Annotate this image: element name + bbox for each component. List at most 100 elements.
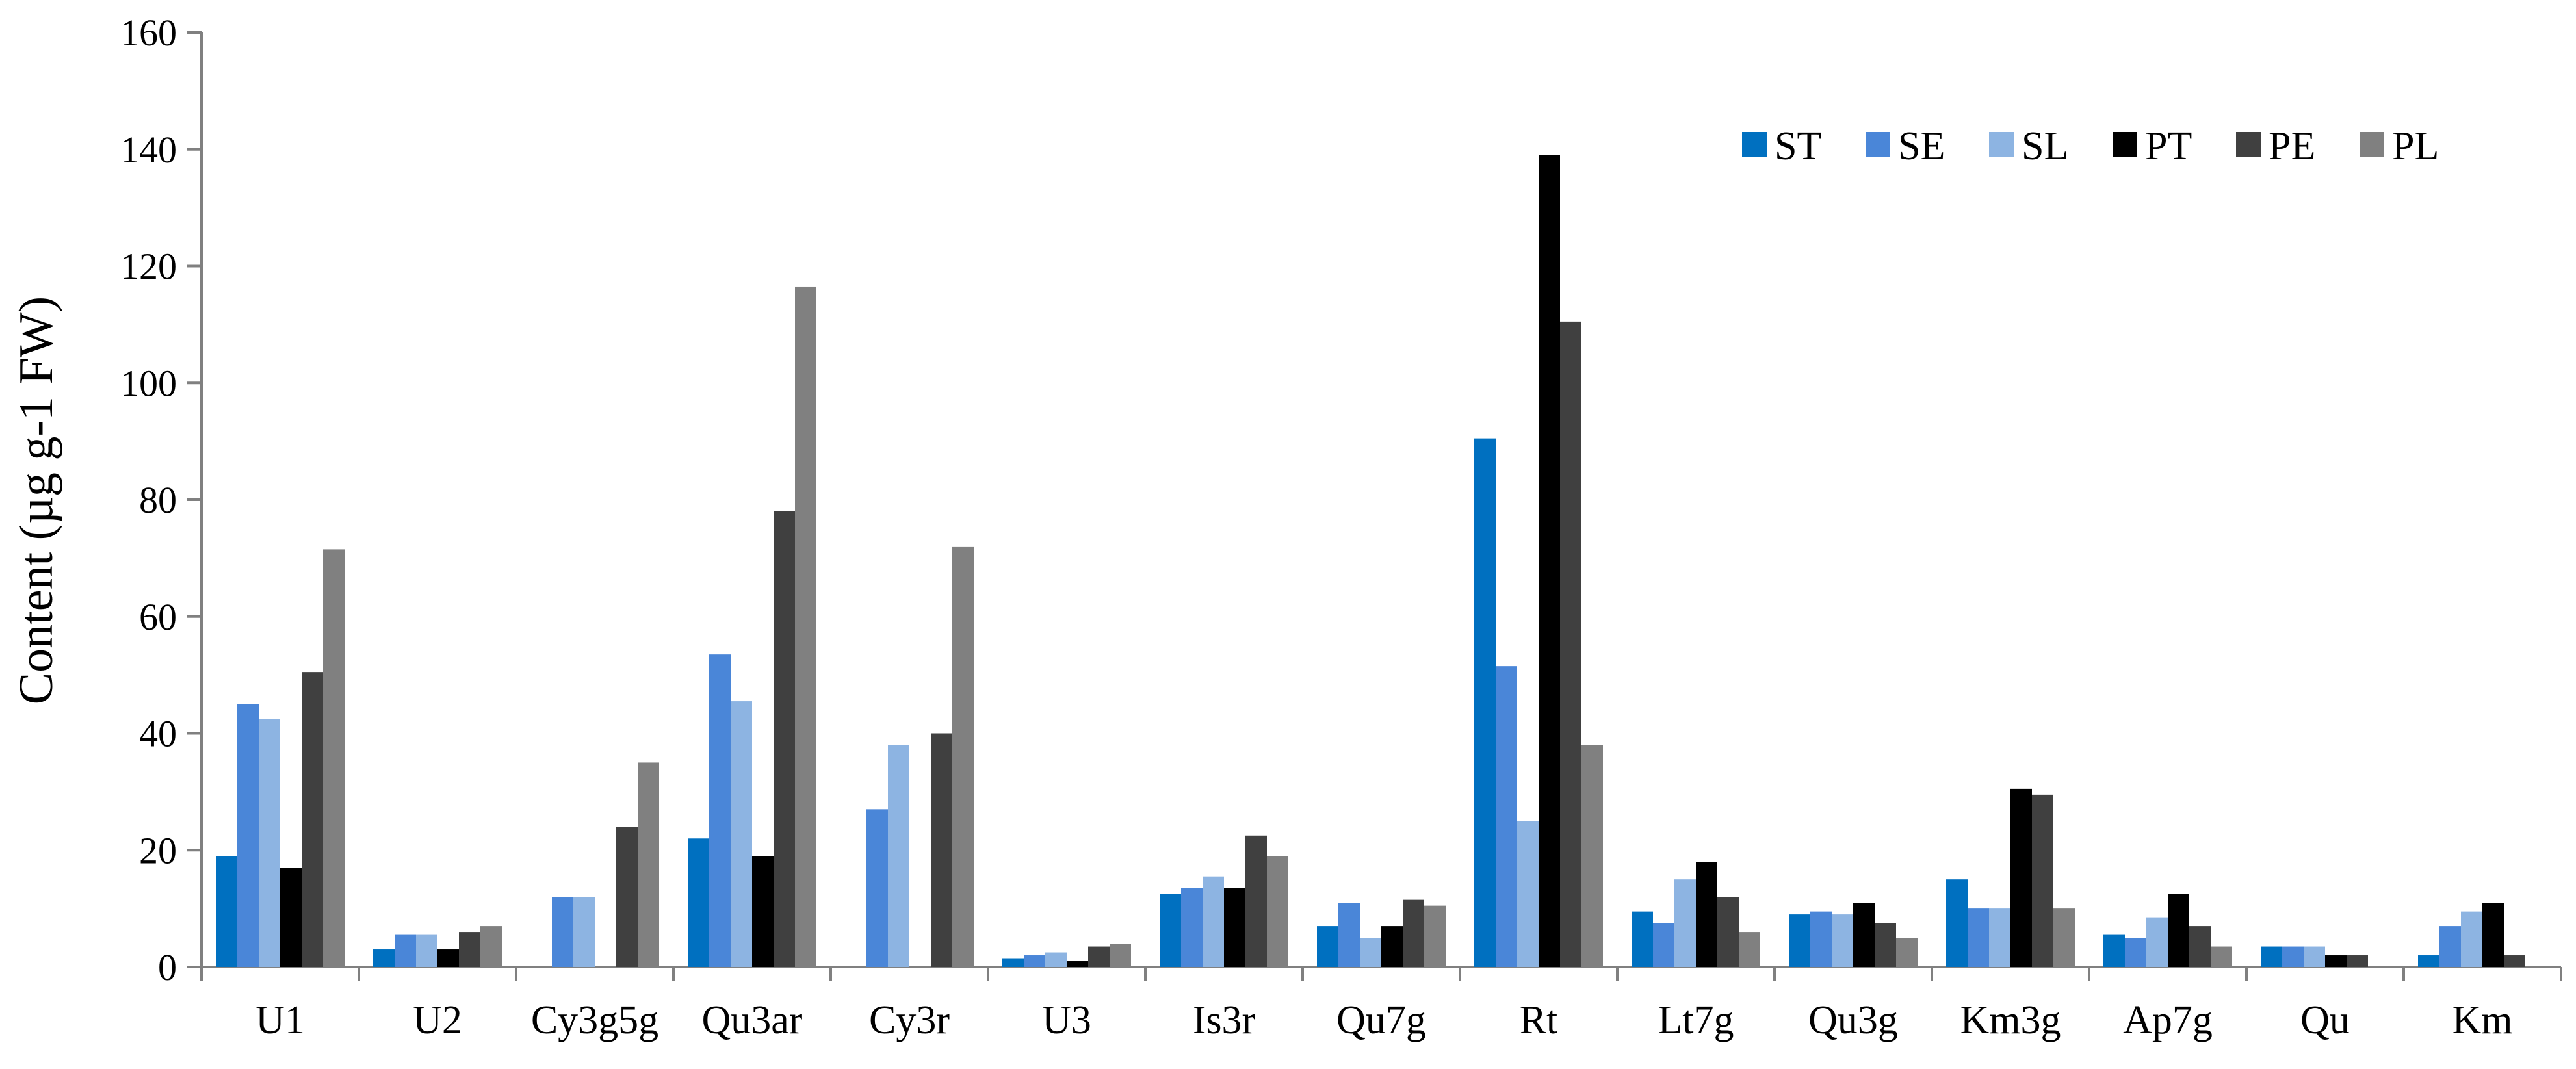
bar-pe-u3 — [1088, 946, 1110, 967]
bar-pl-qu3g — [1896, 938, 1918, 967]
bar-pl-qu7g — [1424, 905, 1446, 967]
bar-se-u2 — [395, 934, 416, 967]
bar-pt-qu — [2325, 955, 2347, 967]
bar-pt-u1 — [280, 868, 302, 967]
y-tick-label: 40 — [139, 713, 177, 755]
bar-pt-u2 — [437, 949, 459, 967]
bar-se-ap7g — [2125, 938, 2146, 967]
bar-pt-ap7g — [2168, 894, 2189, 967]
legend-swatch-pe — [2236, 132, 2261, 157]
bar-sl-u3 — [1045, 952, 1067, 967]
bar-st-ap7g — [2103, 934, 2125, 967]
x-tick-label: U3 — [1042, 998, 1091, 1042]
bar-sl-km3g — [1989, 908, 2010, 967]
bar-pe-qu — [2347, 955, 2368, 967]
bar-st-qu3ar — [688, 838, 709, 967]
bar-se-cy3g5g — [552, 897, 573, 967]
bar-se-rt — [1496, 666, 1517, 967]
bar-pl-u3 — [1110, 944, 1131, 967]
y-tick-label: 80 — [139, 479, 177, 521]
legend-swatch-se — [1866, 132, 1890, 157]
bar-pt-km3g — [2010, 788, 2032, 967]
bar-pl-u2 — [480, 926, 502, 967]
bar-pe-qu7g — [1403, 899, 1424, 967]
y-tick-label: 20 — [139, 829, 177, 871]
bar-st-qu3g — [1789, 914, 1810, 967]
x-tick-label: Rt — [1520, 998, 1558, 1042]
bar-sl-km — [2461, 911, 2482, 967]
x-tick-label: Ap7g — [2123, 998, 2213, 1042]
bar-se-km — [2439, 926, 2461, 967]
bar-pt-u3 — [1067, 961, 1088, 967]
bar-pl-rt — [1581, 745, 1603, 967]
bar-se-qu — [2282, 946, 2304, 967]
legend-label-pl: PL — [2392, 124, 2439, 168]
bar-sl-qu3g — [1832, 914, 1853, 967]
bar-pt-qu3ar — [752, 856, 774, 967]
legend-swatch-st — [1742, 132, 1767, 157]
bar-st-u1 — [216, 856, 237, 967]
y-tick-label: 100 — [120, 362, 177, 404]
bar-se-qu7g — [1338, 903, 1360, 967]
bar-pe-is3r — [1245, 835, 1267, 967]
bar-pt-km — [2482, 903, 2504, 967]
bar-pe-u1 — [302, 672, 323, 967]
bar-st-lt7g — [1632, 911, 1653, 967]
bar-pe-km3g — [2032, 794, 2053, 967]
bar-pe-rt — [1560, 321, 1581, 968]
y-tick-label: 60 — [139, 596, 177, 638]
y-tick-label: 160 — [120, 12, 177, 54]
bar-se-is3r — [1181, 888, 1203, 967]
bar-sl-ap7g — [2146, 917, 2168, 967]
bar-pt-qu7g — [1381, 926, 1403, 967]
bar-st-qu — [2261, 946, 2282, 967]
bar-se-cy3r — [866, 809, 888, 967]
bars — [216, 155, 2525, 968]
bar-pl-cy3r — [952, 546, 974, 967]
bar-st-km — [2418, 955, 2439, 967]
x-tick-label: U2 — [413, 998, 462, 1042]
bar-pl-u1 — [323, 549, 345, 967]
x-tick-label: Qu — [2300, 998, 2350, 1042]
legend-label-se: SE — [1898, 124, 1945, 168]
y-tick-label: 0 — [158, 946, 177, 988]
legend: ST SE SL PT PE PL — [1742, 124, 2439, 168]
x-tick-label: Qu7g — [1336, 998, 1426, 1042]
x-tick-label: U1 — [255, 998, 305, 1042]
bar-pe-qu3ar — [774, 511, 795, 967]
bar-pe-cy3r — [931, 733, 952, 967]
bar-st-km3g — [1946, 879, 1968, 967]
bar-st-rt — [1474, 438, 1496, 967]
bar-sl-cy3r — [888, 745, 909, 967]
bar-sl-cy3g5g — [573, 897, 595, 967]
x-tick-label: Qu3g — [1808, 998, 1898, 1042]
bar-pt-rt — [1539, 155, 1560, 967]
x-tick-label: Km3g — [1960, 998, 2061, 1042]
bar-pe-lt7g — [1717, 897, 1739, 967]
bar-sl-lt7g — [1674, 879, 1696, 967]
bar-pe-ap7g — [2189, 926, 2211, 967]
bar-sl-qu3ar — [731, 701, 752, 967]
bar-pe-u2 — [459, 932, 480, 967]
legend-swatch-pt — [2113, 132, 2137, 157]
bar-pl-cy3g5g — [638, 762, 659, 967]
bar-st-u3 — [1002, 958, 1024, 967]
bar-sl-qu — [2304, 946, 2325, 967]
x-tick-label: Cy3g5g — [531, 998, 658, 1042]
bar-sl-u1 — [259, 719, 280, 967]
y-axis-title: Content (µg g-1 FW) — [10, 296, 63, 704]
x-tick-label: Cy3r — [869, 998, 950, 1042]
bar-st-is3r — [1160, 894, 1181, 967]
bar-pe-km — [2504, 955, 2525, 967]
bar-sl-qu7g — [1360, 938, 1381, 967]
bar-se-qu3ar — [709, 654, 731, 967]
x-tick-label: Lt7g — [1658, 998, 1734, 1042]
bar-pl-ap7g — [2211, 946, 2232, 967]
bar-se-u1 — [237, 704, 259, 967]
y-tick-label: 140 — [120, 129, 177, 171]
bar-pt-lt7g — [1696, 862, 1717, 967]
bar-se-km3g — [1968, 908, 1989, 967]
bar-pe-qu3g — [1875, 923, 1896, 967]
bar-pl-km3g — [2053, 908, 2075, 967]
